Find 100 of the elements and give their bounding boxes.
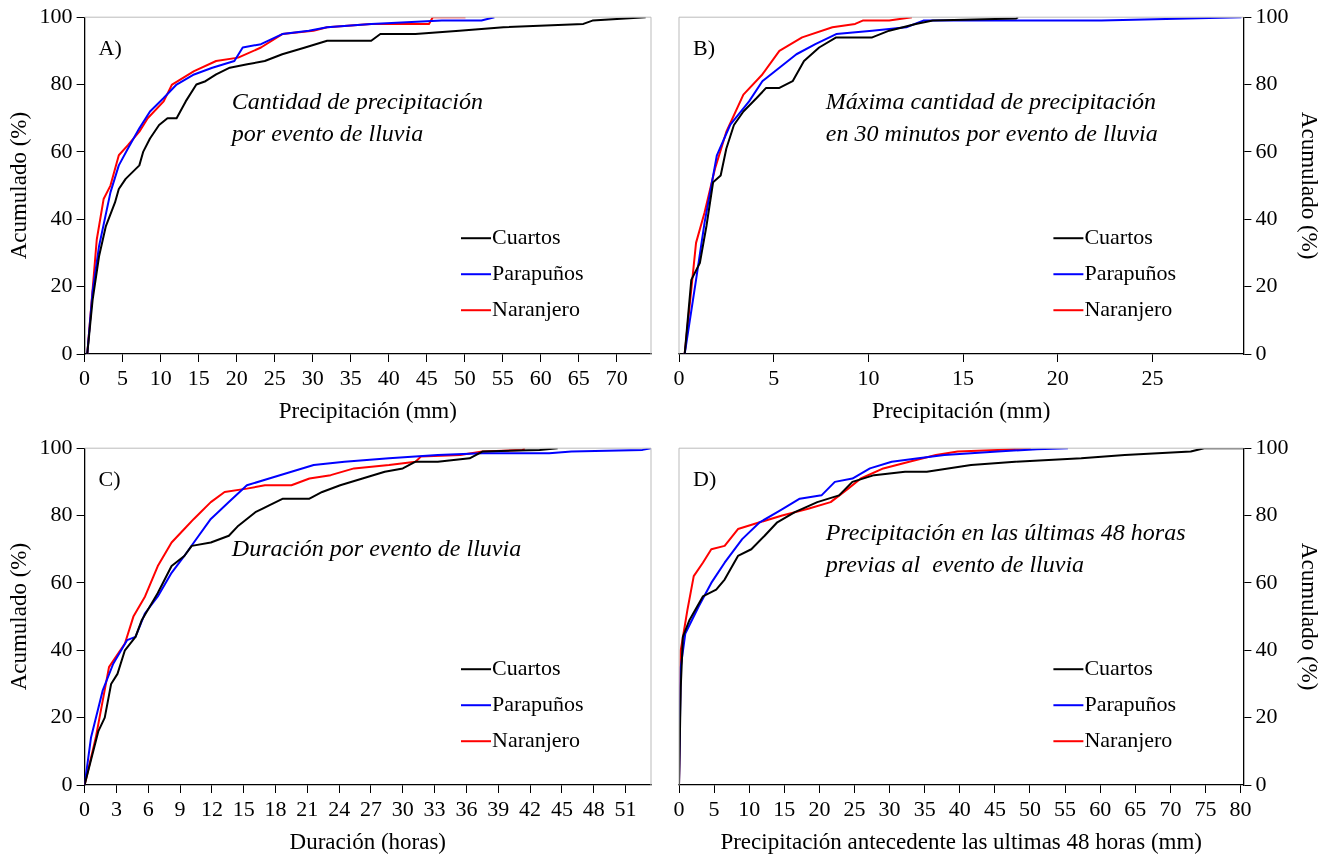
y2-tick-label: 0 bbox=[1255, 770, 1267, 796]
y-tick-label: 100 bbox=[39, 433, 73, 459]
y2-tick-label: 20 bbox=[1255, 272, 1278, 298]
x-tick-label: 45 bbox=[550, 795, 573, 821]
x-tick-label: 60 bbox=[529, 364, 552, 390]
x-axis-title: Duración (horas) bbox=[289, 828, 447, 854]
x-tick-label: 20 bbox=[808, 795, 831, 821]
legend-label: Cuartos bbox=[492, 654, 561, 680]
x-tick-label: 48 bbox=[582, 795, 605, 821]
x-tick-label: 20 bbox=[1046, 364, 1069, 390]
annotation: Precipitación en las últimas 48 horas previas al evento de lluvia bbox=[823, 518, 1186, 577]
legend-label: Cuartos bbox=[1084, 654, 1153, 680]
y2-tick-label: 0 bbox=[1255, 339, 1267, 365]
x-tick-label: 20 bbox=[225, 364, 248, 390]
x-tick-label: 55 bbox=[491, 364, 514, 390]
x-axis-title: Precipitación antecedente las ultimas 48 horas (mm) bbox=[720, 828, 1202, 854]
x-tick-label: 0 bbox=[673, 364, 685, 390]
x-tick-label: 25 bbox=[843, 795, 866, 821]
x-tick-label: 35 bbox=[913, 795, 936, 821]
x-tick-label: 50 bbox=[453, 364, 476, 390]
x-tick-label: 15 bbox=[187, 364, 210, 390]
x-tick-label: 75 bbox=[1194, 795, 1217, 821]
x-tick-label: 40 bbox=[948, 795, 971, 821]
x-tick-label: 50 bbox=[1018, 795, 1041, 821]
y-tick-label: 0 bbox=[61, 770, 73, 796]
legend-label: Parapuños bbox=[492, 690, 584, 716]
x-tick-label: 35 bbox=[339, 364, 362, 390]
legend-label: Naranjero bbox=[492, 726, 580, 752]
x-tick-label: 60 bbox=[1089, 795, 1112, 821]
y-tick-label: 40 bbox=[50, 205, 73, 231]
x-tick-label: 65 bbox=[1124, 795, 1147, 821]
legend-label: Naranjero bbox=[1084, 296, 1173, 321]
x-tick-label: 10 bbox=[857, 364, 880, 390]
y2-tick-label: 40 bbox=[1255, 635, 1278, 661]
x-tick-label: 5 bbox=[768, 364, 780, 390]
x-tick-label: 15 bbox=[232, 795, 255, 821]
x-tick-label: 15 bbox=[773, 795, 796, 821]
y-tick-label: 80 bbox=[50, 70, 73, 96]
y-axis-title: Acumulado (%) bbox=[5, 111, 31, 260]
x-tick-label: 70 bbox=[1159, 795, 1182, 821]
annotation: A) bbox=[98, 34, 122, 60]
x-tick-label: 80 bbox=[1229, 795, 1252, 821]
legend-label: Naranjero bbox=[1084, 726, 1173, 752]
x-tick-label: 18 bbox=[264, 795, 287, 821]
x-tick-label: 10 bbox=[738, 795, 761, 821]
y-axis-title: Acumulado (%) bbox=[5, 542, 31, 690]
y-tick-label: 60 bbox=[50, 137, 73, 163]
x-tick-label: 0 bbox=[673, 795, 685, 821]
x-tick-label: 9 bbox=[174, 795, 186, 821]
x-tick-label: 27 bbox=[359, 795, 382, 821]
x-tick-label: 51 bbox=[614, 795, 637, 821]
legend-label: Cuartos bbox=[492, 224, 561, 249]
y-tick-label: 80 bbox=[50, 500, 73, 526]
x-tick-label: 24 bbox=[328, 795, 351, 821]
x-tick-label: 55 bbox=[1054, 795, 1077, 821]
legend-label: Parapuños bbox=[492, 260, 584, 285]
y-tick-label: 20 bbox=[50, 702, 73, 728]
x-tick-label: 10 bbox=[149, 364, 172, 390]
y-tick-label: 60 bbox=[50, 568, 73, 594]
x-tick-label: 25 bbox=[1141, 364, 1164, 390]
y2-tick-label: 100 bbox=[1255, 433, 1289, 459]
legend-label: Parapuños bbox=[1084, 690, 1177, 716]
legend-label: Parapuños bbox=[1084, 260, 1177, 285]
annotation: Máxima cantidad de precipitación en 30 minutos por evento de lluvia bbox=[824, 87, 1158, 146]
y2-axis-title: Acumulado (%) bbox=[1297, 111, 1323, 260]
x-tick-label: 25 bbox=[263, 364, 286, 390]
legend-label: Naranjero bbox=[492, 296, 580, 321]
y2-tick-label: 60 bbox=[1255, 137, 1278, 163]
x-axis-title: Precipitación (mm) bbox=[872, 398, 1051, 424]
x-tick-label: 0 bbox=[79, 795, 91, 821]
annotation: D) bbox=[693, 465, 717, 491]
x-tick-label: 45 bbox=[415, 364, 438, 390]
y2-tick-label: 80 bbox=[1255, 500, 1278, 526]
x-tick-label: 30 bbox=[301, 364, 324, 390]
y-tick-label: 100 bbox=[39, 2, 73, 28]
y2-tick-label: 40 bbox=[1255, 205, 1278, 231]
x-axis-title: Precipitación (mm) bbox=[278, 398, 457, 424]
annotation: Duración por evento de lluvia bbox=[230, 534, 522, 561]
x-tick-label: 33 bbox=[423, 795, 446, 821]
y-tick-label: 20 bbox=[50, 272, 73, 298]
x-tick-label: 65 bbox=[567, 364, 590, 390]
x-tick-label: 30 bbox=[878, 795, 901, 821]
y2-tick-label: 60 bbox=[1255, 568, 1278, 594]
x-tick-label: 12 bbox=[200, 795, 223, 821]
y2-tick-label: 100 bbox=[1255, 2, 1289, 28]
x-tick-label: 42 bbox=[519, 795, 542, 821]
legend-label: Cuartos bbox=[1084, 224, 1153, 249]
x-tick-label: 21 bbox=[296, 795, 319, 821]
x-tick-label: 39 bbox=[487, 795, 510, 821]
y2-tick-label: 20 bbox=[1255, 702, 1278, 728]
y-tick-label: 0 bbox=[61, 339, 73, 365]
x-tick-label: 0 bbox=[79, 364, 91, 390]
annotation: B) bbox=[693, 34, 715, 60]
x-tick-label: 70 bbox=[605, 364, 628, 390]
x-tick-label: 5 bbox=[708, 795, 720, 821]
x-tick-label: 6 bbox=[142, 795, 154, 821]
x-tick-label: 40 bbox=[377, 364, 400, 390]
y2-tick-label: 80 bbox=[1255, 70, 1278, 96]
x-tick-label: 45 bbox=[983, 795, 1006, 821]
x-tick-label: 15 bbox=[952, 364, 975, 390]
